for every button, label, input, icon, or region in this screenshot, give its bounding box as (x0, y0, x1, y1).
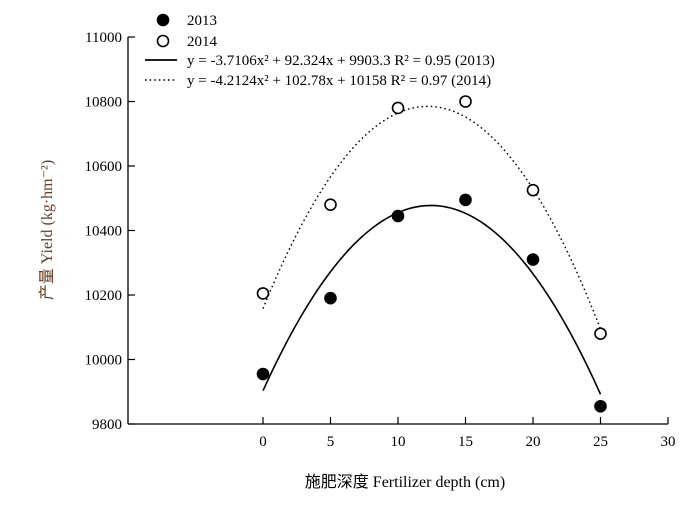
legend-label-2013: 2013 (187, 13, 217, 29)
data-point-2013 (594, 399, 607, 413)
y-tick-label: 10800 (85, 95, 123, 111)
data-point-2014 (324, 198, 337, 211)
data-point-2013 (324, 291, 337, 305)
legend-label-2014: 2014 (187, 34, 218, 50)
data-point-2013 (459, 193, 472, 207)
data-point-2014 (594, 327, 607, 341)
fit-curve-2014 (262, 105, 602, 330)
data-point-2013 (256, 367, 270, 381)
y-tick-label: 10600 (85, 159, 123, 175)
x-tick-label: 20 (526, 434, 541, 450)
y-axis-title: 产量 Yield (kg·hm⁻²) (38, 160, 56, 300)
x-tick-label: 25 (593, 434, 608, 450)
y-tick-label: 11000 (85, 30, 122, 46)
y-tick-label: 9800 (92, 417, 122, 433)
y-tick-label: 10400 (85, 224, 123, 240)
fit-equation-2013: y = -3.7106x² + 92.324x + 9903.3 R² = 0.… (187, 53, 495, 69)
x-tick-label: 10 (391, 434, 406, 450)
data-point-2014 (459, 95, 472, 108)
data-point-2014 (526, 183, 540, 197)
data-point-2013 (526, 253, 540, 266)
x-tick-label: 15 (458, 434, 473, 450)
data-point-2014 (256, 287, 270, 300)
data-points (256, 95, 607, 413)
legend-marker-2014 (156, 34, 170, 48)
x-axis-ticks: 0 5 10 15 20 25 30 (259, 417, 676, 450)
y-tick-label: 10200 (85, 288, 123, 304)
x-tick-label: 5 (327, 434, 335, 450)
y-tick-label: 10000 (85, 353, 123, 369)
fit-curve-2013 (262, 204, 602, 395)
x-tick-label: 0 (259, 434, 267, 450)
fit-curves (262, 105, 602, 395)
legend-marker-2013 (156, 13, 170, 27)
data-point-2014 (391, 101, 405, 115)
fit-equation-2014: y = -4.2124x² + 102.78x + 10158 R² = 0.9… (187, 73, 491, 89)
x-tick-label: 30 (661, 434, 676, 450)
legend: 2013 2014 y = -3.7106x² + 92.324x + 9903.3… (145, 13, 495, 89)
data-point-2013 (391, 209, 405, 223)
x-axis-title: 施肥深度 Fertilizer depth (cm) (305, 473, 505, 491)
y-axis-ticks: 9800 10000 10200 10400 10600 10800 11000 (85, 30, 135, 433)
